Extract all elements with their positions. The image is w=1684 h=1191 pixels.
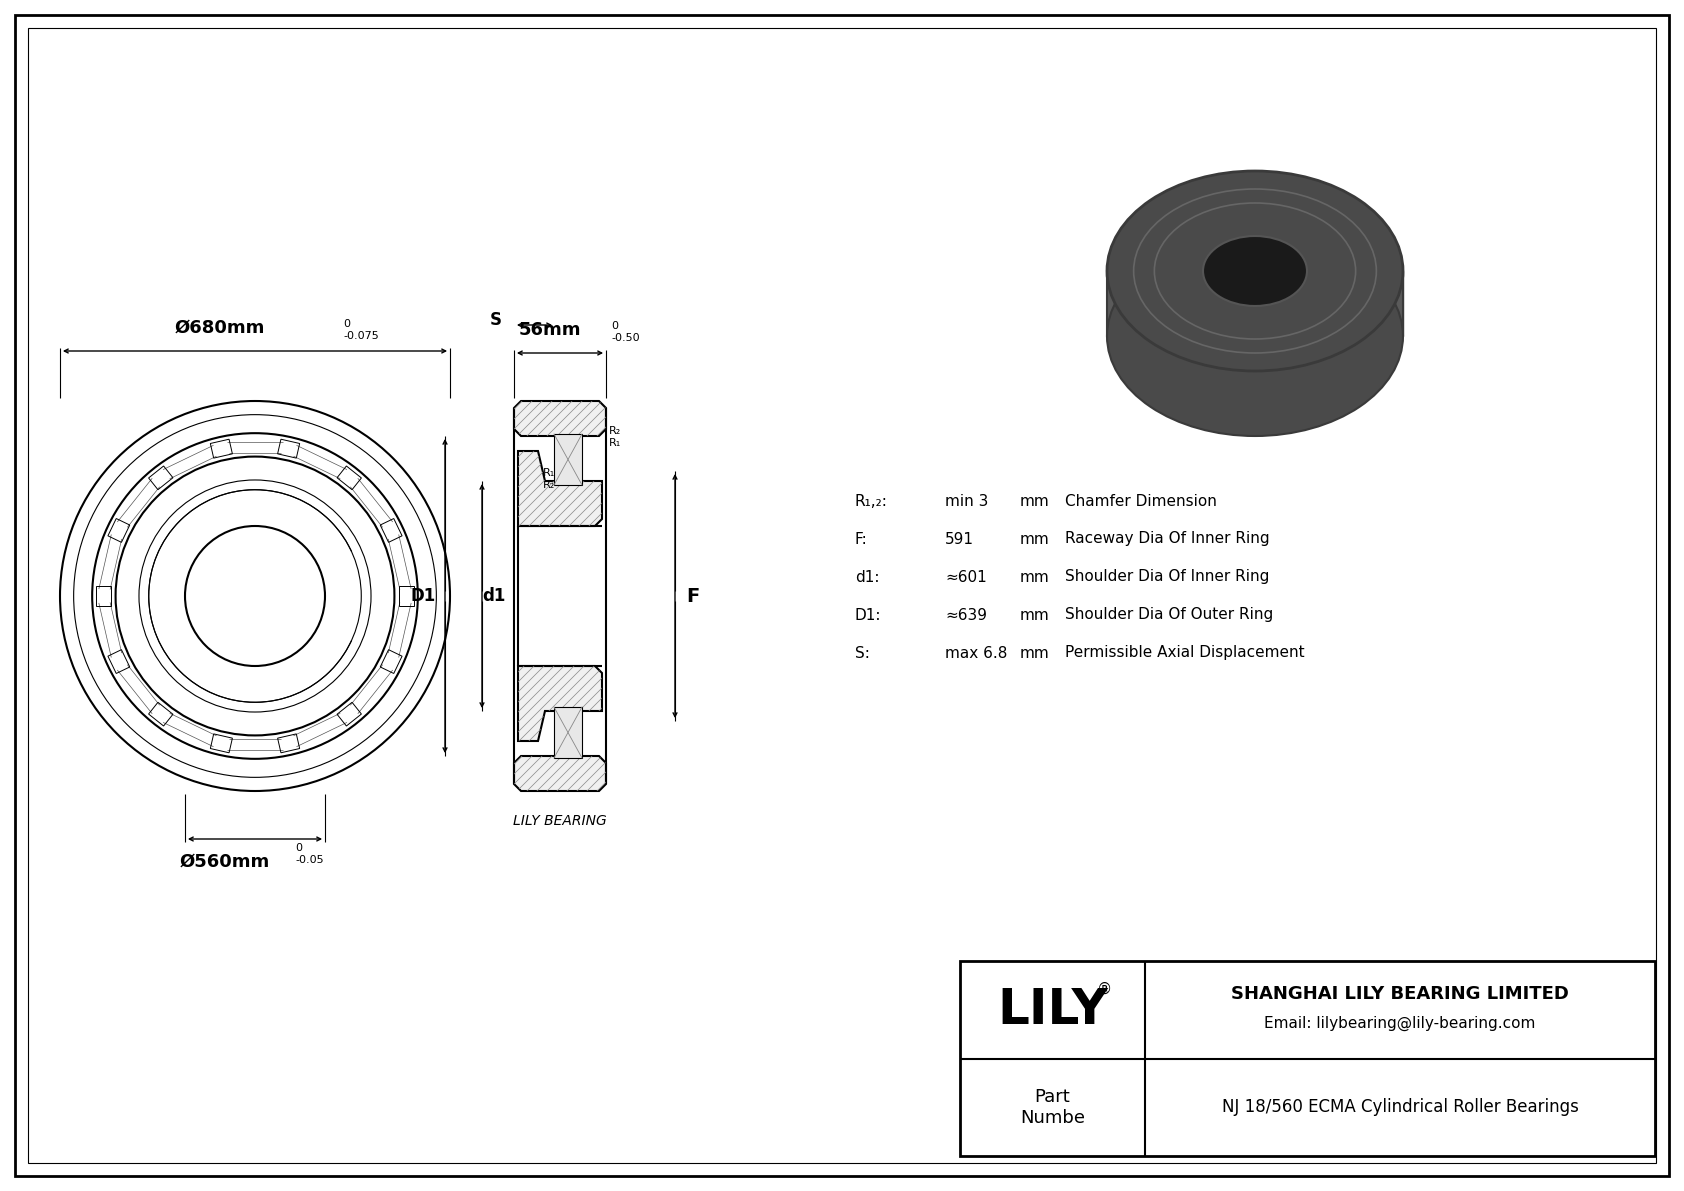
Text: 591: 591 [945,531,973,547]
Bar [399,586,414,605]
Bar [108,649,130,673]
Text: Ø680mm: Ø680mm [175,319,264,337]
Text: mm: mm [1021,569,1049,585]
Ellipse shape [1202,236,1307,306]
Text: d1:: d1: [855,569,879,585]
Polygon shape [1106,272,1403,336]
Text: Email: lilybearing@lily-bearing.com: Email: lilybearing@lily-bearing.com [1265,1016,1536,1031]
Text: Permissible Axial Displacement: Permissible Axial Displacement [1064,646,1305,661]
Text: R₂: R₂ [542,480,556,490]
Text: S:: S: [855,646,871,661]
Text: Part
Numbe: Part Numbe [1021,1087,1084,1127]
Ellipse shape [1106,172,1403,372]
Text: Ø560mm: Ø560mm [180,853,269,871]
Text: ®: ® [1096,983,1111,997]
Text: SHANGHAI LILY BEARING LIMITED: SHANGHAI LILY BEARING LIMITED [1231,985,1569,1003]
Polygon shape [519,451,601,526]
Text: ≈639: ≈639 [945,607,987,623]
Bar [96,586,111,605]
Text: R₂: R₂ [610,426,621,436]
Text: R₁: R₁ [542,468,556,478]
Bar [148,466,173,490]
Text: 56mm: 56mm [519,322,581,339]
Polygon shape [519,666,601,741]
Polygon shape [514,401,606,436]
Ellipse shape [1202,301,1307,372]
Text: ≈601: ≈601 [945,569,987,585]
Ellipse shape [1106,236,1403,436]
Text: mm: mm [1021,493,1049,509]
Bar [381,518,402,542]
Bar [210,439,232,459]
Bar [148,703,173,727]
Text: F: F [687,586,699,605]
Text: D1: D1 [411,587,436,605]
Text: Shoulder Dia Of Outer Ring: Shoulder Dia Of Outer Ring [1064,607,1273,623]
Bar [337,703,362,727]
Text: 0: 0 [611,322,618,331]
Text: R₁: R₁ [610,438,621,448]
Text: Chamfer Dimension: Chamfer Dimension [1064,493,1218,509]
Text: NJ 18/560 ECMA Cylindrical Roller Bearings: NJ 18/560 ECMA Cylindrical Roller Bearin… [1221,1098,1578,1116]
Text: 0: 0 [295,843,301,853]
Text: -0.075: -0.075 [344,331,379,341]
Text: R₁,₂:: R₁,₂: [855,493,887,509]
Text: F:: F: [855,531,867,547]
Bar [337,466,362,490]
Bar [381,649,402,673]
Bar [554,707,583,757]
Text: LILY: LILY [997,986,1108,1034]
Text: -0.05: -0.05 [295,855,323,865]
Text: d1: d1 [482,587,505,605]
Bar [278,734,300,753]
Text: 0: 0 [344,319,350,329]
Text: Raceway Dia Of Inner Ring: Raceway Dia Of Inner Ring [1064,531,1270,547]
Polygon shape [1202,272,1307,336]
Text: -0.50: -0.50 [611,333,640,343]
Text: mm: mm [1021,646,1049,661]
Bar [210,734,232,753]
Bar [554,434,583,485]
Polygon shape [514,756,606,791]
Text: mm: mm [1021,531,1049,547]
Text: D1:: D1: [855,607,881,623]
Text: max 6.8: max 6.8 [945,646,1007,661]
Text: min 3: min 3 [945,493,989,509]
Bar [278,439,300,459]
Bar [108,518,130,542]
Text: Shoulder Dia Of Inner Ring: Shoulder Dia Of Inner Ring [1064,569,1270,585]
Text: LILY BEARING: LILY BEARING [514,813,606,828]
Text: mm: mm [1021,607,1049,623]
Text: S: S [490,311,502,329]
Bar [960,961,1655,1156]
